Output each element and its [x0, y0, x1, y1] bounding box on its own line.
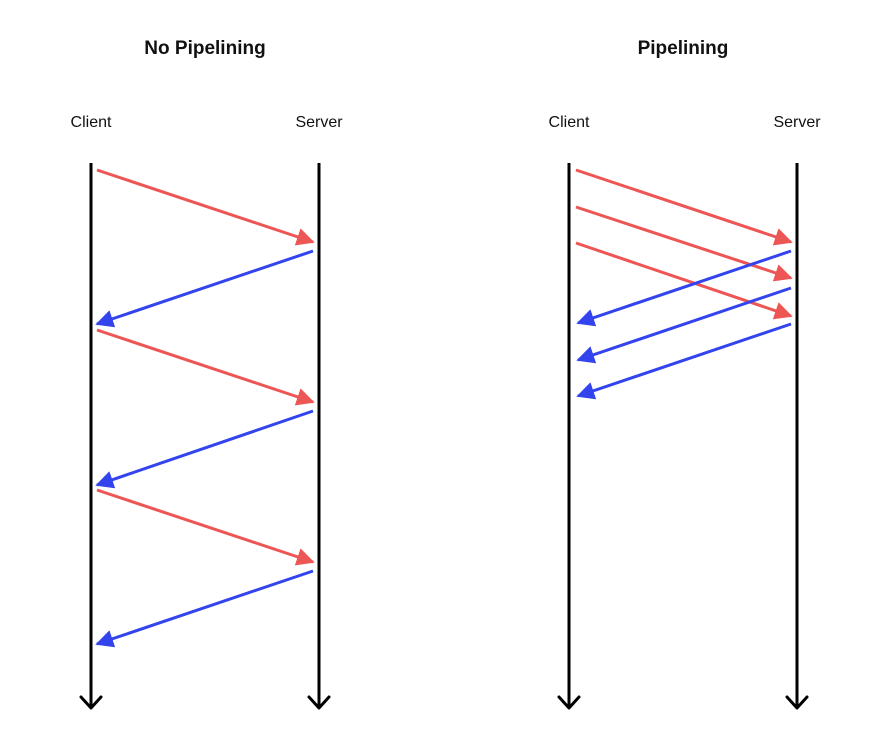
server-label: Server [295, 114, 343, 131]
request-arrow [96, 168, 315, 246]
client-timeline-arrowhead [557, 695, 581, 710]
response-arrow [95, 569, 314, 648]
response-arrow [576, 249, 792, 327]
request-arrow [575, 168, 793, 246]
panel-title: Pipelining [638, 38, 729, 59]
response-arrow [95, 249, 314, 328]
request-arrow [575, 205, 793, 282]
response-arrow [95, 409, 314, 489]
server-timeline-arrowhead [307, 695, 331, 710]
panel-title: No Pipelining [144, 38, 265, 59]
request-arrow [575, 241, 793, 320]
panel-pipelining: Pipelining Client Server [549, 38, 821, 710]
server-label: Server [773, 114, 821, 131]
client-timeline-arrowhead [79, 695, 103, 710]
client-label: Client [71, 114, 112, 131]
server-timeline-arrowhead [785, 695, 809, 710]
response-arrow [576, 286, 792, 364]
response-arrow [576, 322, 792, 400]
client-label: Client [549, 114, 590, 131]
panel-no-pipelining: No Pipelining Client Server [71, 38, 343, 710]
request-arrow [96, 328, 315, 406]
request-arrow [96, 488, 315, 566]
